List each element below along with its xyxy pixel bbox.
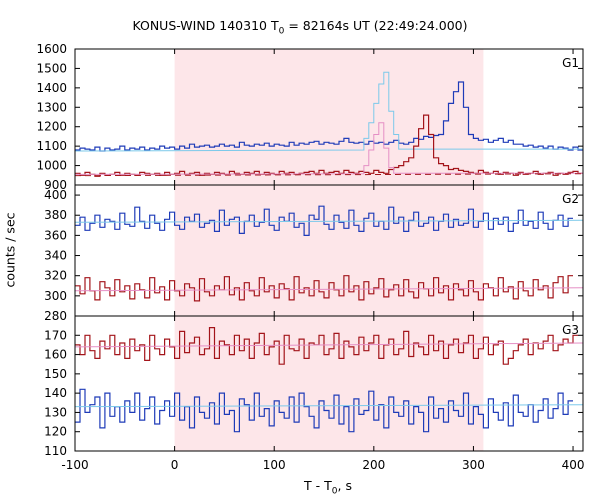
panel-label: G3 [562,323,579,337]
y-tick-label: 360 [44,228,67,242]
y-axis-label: counts / sec [2,212,18,288]
y-tick-label: 340 [44,249,67,263]
panel-label: G2 [562,192,579,206]
y-tick-label: 1100 [36,139,67,153]
chart-title-sub: 0 [278,26,285,37]
x-axis-label-rest: , s [337,478,352,493]
x-axis-label-sub: 0 [331,486,338,497]
x-tick-label: 0 [171,458,179,472]
x-tick-label: 400 [562,458,585,472]
panel-plot-area [75,327,583,433]
panel-g3: 110 120 130 140 150 160 170 G3 [44,315,584,458]
y-tick-label: 1400 [36,81,67,95]
panel-label: G1 [562,56,579,70]
y-tick-label: 400 [44,188,67,202]
y-tick-label: 380 [44,208,67,222]
panel-plot-area [75,205,583,302]
series-cyan-fit [75,219,583,223]
y-tick-label: 150 [44,367,67,381]
y-tick-label: 160 [44,348,67,362]
series-pink-fit [75,342,583,348]
x-tick-label: 100 [263,458,286,472]
x-axis-label: T - T0, s [0,478,600,497]
panel-g1: 900 1000 1100 1200 1300 1400 1500 1600 G1 [36,42,584,192]
panel-frame [74,315,584,452]
y-tick-label: 280 [44,309,67,323]
series-pink-model [75,122,583,175]
series-blue-histogram [75,81,583,152]
y-tick-label: 120 [44,425,67,439]
series-red-histogram [75,327,578,365]
panel-plot-area [75,71,583,177]
chart-title: KONUS-WIND 140310 T0 = 82164s UT (22:49:… [0,18,600,37]
x-tick-label: -100 [61,458,88,472]
y-tick-label: 1300 [36,100,67,114]
series-cyan-fit [75,404,583,408]
y-tick-label: 110 [44,444,67,458]
series-blue-histogram [75,205,573,236]
chart-title-rest: = 82164s UT (22:49:24.000) [284,18,468,33]
y-tick-label: 1500 [36,61,67,75]
chart-title-main: KONUS-WIND 140310 T [132,18,279,33]
y-tick-label: 1600 [36,42,67,56]
x-tick-label: 300 [462,458,485,472]
y-tick-label: 1200 [36,120,67,134]
x-axis-label-main: T - T [304,478,332,493]
x-tick-label: 200 [362,458,385,472]
series-red-histogram [75,275,573,302]
series-red-background [75,173,583,177]
y-tick-label: 300 [44,289,67,303]
y-tick-label: 320 [44,269,67,283]
shaded-interval [174,49,484,451]
y-tick-label: 140 [44,386,67,400]
y-tick-label: 170 [44,328,67,342]
y-tick-label: 130 [44,405,67,419]
series-cyan-model [75,71,583,152]
y-tick-label: 900 [44,178,67,192]
series-pink-fit [75,287,583,292]
y-tick-label: 1000 [36,159,67,173]
